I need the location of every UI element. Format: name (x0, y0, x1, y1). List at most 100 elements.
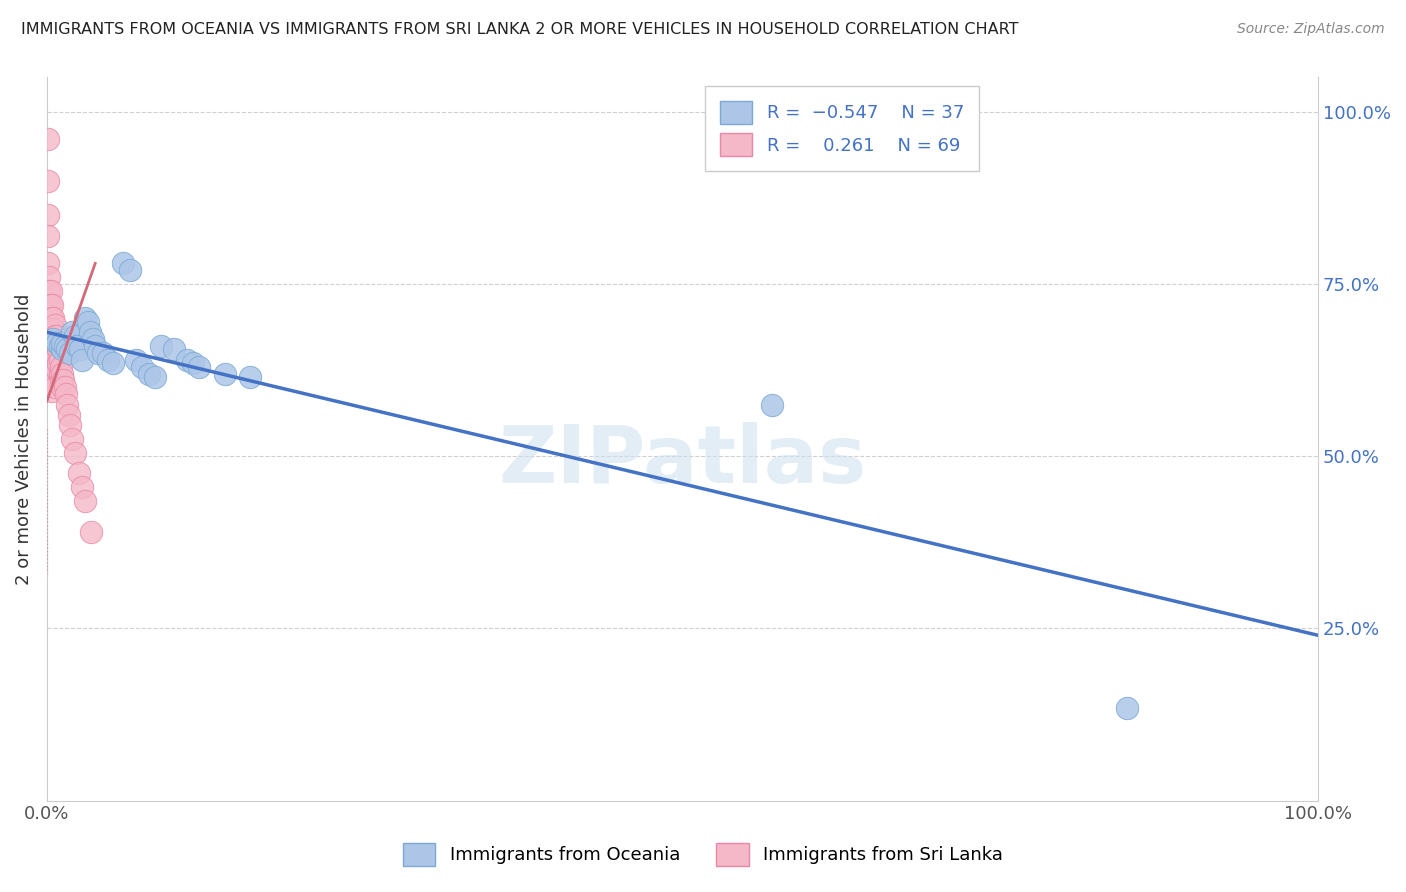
Point (46, 363, 69, 377)
Point (143, 370, 166, 384)
Point (44, 350, 66, 364)
Point (63, 446, 86, 460)
Point (39, 346, 62, 360)
Point (73, 311, 96, 326)
Point (118, 263, 141, 277)
Point (51, 380, 73, 394)
Point (45, 339, 67, 353)
Point (91, 346, 114, 360)
Point (138, 367, 160, 381)
Point (97, 352, 120, 367)
Point (41, 343, 63, 357)
Point (163, 343, 186, 357)
Point (45, 328, 67, 343)
Point (80, 524, 103, 539)
Point (41, 311, 63, 326)
Point (42, 332, 65, 346)
Point (44, 359, 66, 374)
Point (45, 359, 67, 374)
Point (72, 352, 94, 367)
Legend: R =  −0.547    N = 37, R =    0.261    N = 69: R = −0.547 N = 37, R = 0.261 N = 69 (706, 87, 979, 170)
Point (53, 380, 76, 394)
Point (38, 339, 60, 353)
Point (42, 363, 65, 377)
Text: Source: ZipAtlas.com: Source: ZipAtlas.com (1237, 22, 1385, 37)
Point (39, 298, 62, 312)
Point (38, 298, 60, 312)
Point (56, 398, 79, 412)
Point (41, 332, 63, 346)
Point (38, 322, 60, 336)
Point (42, 332, 65, 346)
Point (42, 343, 65, 357)
Point (51, 343, 73, 357)
Point (67, 467, 90, 481)
Point (39, 311, 62, 326)
Point (53, 339, 76, 353)
Point (49, 359, 72, 374)
Point (72, 480, 94, 494)
Point (44, 328, 66, 343)
Point (42, 352, 65, 367)
Point (44, 380, 66, 394)
Point (51, 335, 73, 350)
Point (82, 332, 104, 346)
Legend: Immigrants from Oceania, Immigrants from Sri Lanka: Immigrants from Oceania, Immigrants from… (391, 830, 1015, 879)
Point (37, 174, 59, 188)
Point (39, 335, 62, 350)
Point (69, 343, 91, 357)
Point (41, 374, 63, 388)
Point (46, 343, 69, 357)
Point (66, 339, 89, 353)
Point (59, 418, 82, 433)
Point (37, 228, 59, 243)
Point (37, 208, 59, 222)
Point (41, 363, 63, 377)
Point (125, 352, 148, 367)
Point (176, 352, 198, 367)
Point (38, 284, 60, 298)
Point (63, 328, 86, 343)
Point (46, 350, 69, 364)
Point (87, 346, 110, 360)
Point (48, 339, 70, 353)
Point (239, 370, 262, 384)
Point (48, 367, 70, 381)
Point (112, 256, 135, 270)
Point (46, 335, 69, 350)
Point (73, 494, 96, 508)
Point (38, 350, 60, 364)
Point (188, 359, 211, 374)
Point (51, 367, 73, 381)
Point (150, 339, 173, 353)
Point (79, 326, 101, 340)
Y-axis label: 2 or more Vehicles in Household: 2 or more Vehicles in Household (15, 293, 32, 585)
Point (44, 370, 66, 384)
Point (44, 339, 66, 353)
Point (42, 322, 65, 336)
Point (56, 343, 79, 357)
Point (37, 256, 59, 270)
Point (44, 318, 66, 333)
Point (76, 315, 98, 329)
Point (131, 359, 153, 374)
Point (60, 432, 83, 446)
Point (38, 270, 60, 285)
Point (37, 132, 59, 146)
Text: ZIPatlas: ZIPatlas (498, 422, 866, 500)
Point (41, 384, 63, 398)
Point (39, 356, 62, 370)
Point (214, 367, 236, 381)
Point (41, 352, 63, 367)
Point (46, 356, 69, 370)
Point (38, 311, 60, 326)
Point (39, 284, 62, 298)
Point (59, 346, 82, 360)
Point (39, 326, 62, 340)
Point (58, 408, 80, 422)
Point (42, 311, 65, 326)
Point (52, 374, 75, 388)
Point (41, 322, 63, 336)
Point (761, 398, 783, 412)
Point (181, 356, 204, 370)
